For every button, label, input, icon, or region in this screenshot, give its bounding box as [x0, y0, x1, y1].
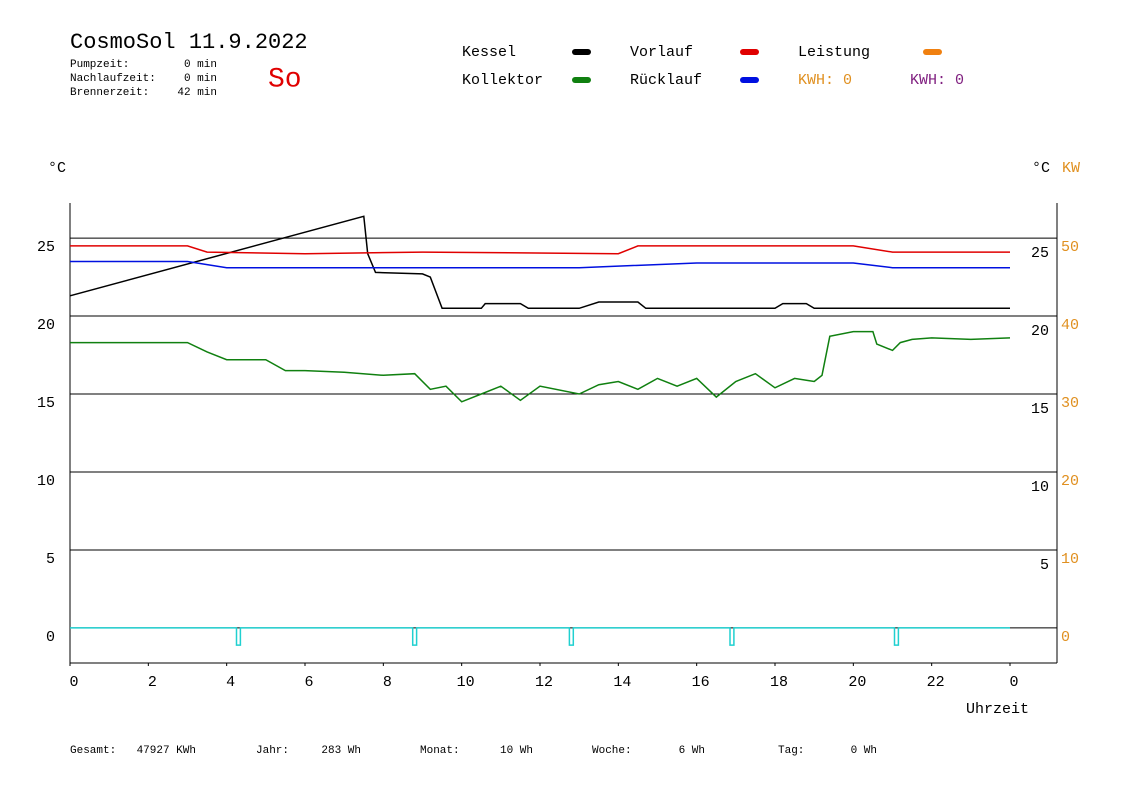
y2-tick-label: 40: [1061, 317, 1079, 334]
x-tick-label: 14: [613, 674, 631, 691]
series-line: [70, 627, 1010, 646]
footer-label: Gesamt:: [70, 745, 116, 757]
footer-label: Woche:: [592, 745, 632, 757]
legend-label: Leistung: [798, 44, 870, 61]
title: CosmoSol 11.9.2022: [70, 30, 308, 55]
y2-tick-label: 0: [1061, 629, 1070, 646]
x-tick-label: 12: [535, 674, 553, 691]
series-line: [70, 260, 1010, 269]
right-y-tick-label: 20: [1031, 323, 1049, 340]
kwh: KWH: 0: [798, 72, 852, 89]
y2-tick-label: 30: [1061, 395, 1079, 412]
y-tick-label: 5: [46, 551, 55, 568]
y-tick-label: 0: [46, 629, 55, 646]
y2-tick-label: 20: [1061, 473, 1079, 490]
footer-label: Jahr:: [256, 745, 289, 757]
right-y-tick-label: 10: [1031, 479, 1049, 496]
stat-label: Pumpzeit:: [70, 59, 129, 71]
footer-value: 0 Wh: [851, 745, 877, 757]
footer-label: Tag:: [778, 745, 804, 757]
stat-value: 42 min: [177, 87, 217, 99]
footer-value: 10 Wh: [500, 745, 533, 757]
legend-label: Kessel: [462, 44, 516, 61]
right-y-tick-label: 25: [1031, 245, 1049, 262]
y-axis-label: °C: [48, 160, 66, 177]
y-tick-label: 20: [37, 317, 55, 334]
x-tick-label: 16: [692, 674, 710, 691]
y-tick-label: 15: [37, 395, 55, 412]
y-tick-label: 25: [37, 239, 55, 256]
footer-label: Monat:: [420, 745, 460, 757]
x-tick-label: 10: [457, 674, 475, 691]
x-tick-label: 6: [304, 674, 313, 691]
x-tick-label: 4: [226, 674, 235, 691]
right-y-tick-label: 5: [1040, 557, 1049, 574]
x-tick-label: 0: [1009, 674, 1018, 691]
series-line: [69, 215, 1010, 310]
legend-label: Vorlauf: [630, 44, 693, 61]
day: So: [268, 64, 302, 95]
stat-label: Nachlaufzeit:: [70, 73, 156, 85]
footer-value: 283 Wh: [321, 745, 361, 757]
kwh: KWH: 0: [910, 72, 964, 89]
x-axis-label: Uhrzeit: [966, 701, 1029, 718]
x-tick-label: 22: [927, 674, 945, 691]
footer-value: 47927 KWh: [137, 745, 196, 757]
series-line: [70, 330, 1011, 403]
x-tick-label: 18: [770, 674, 788, 691]
x-tick-label: 0: [69, 674, 78, 691]
x-tick-label: 8: [383, 674, 392, 691]
y2-axis-label-c: °C: [1032, 160, 1050, 177]
right-y-tick-label: 15: [1031, 401, 1049, 418]
y2-axis-label: KW: [1062, 160, 1080, 177]
stat-value: 0 min: [184, 73, 217, 85]
stat-value: 0 min: [184, 59, 217, 71]
y2-tick-label: 50: [1061, 239, 1079, 256]
legend-label: Rücklauf: [630, 72, 702, 89]
x-tick-label: 20: [848, 674, 866, 691]
x-tick-label: 2: [148, 674, 157, 691]
y2-tick-label: 10: [1061, 551, 1079, 568]
stat-label: Brennerzeit:: [70, 87, 149, 99]
y-tick-label: 10: [37, 473, 55, 490]
legend-label: Kollektor: [462, 72, 543, 89]
footer-value: 6 Wh: [679, 745, 705, 757]
series-line: [70, 245, 1010, 255]
